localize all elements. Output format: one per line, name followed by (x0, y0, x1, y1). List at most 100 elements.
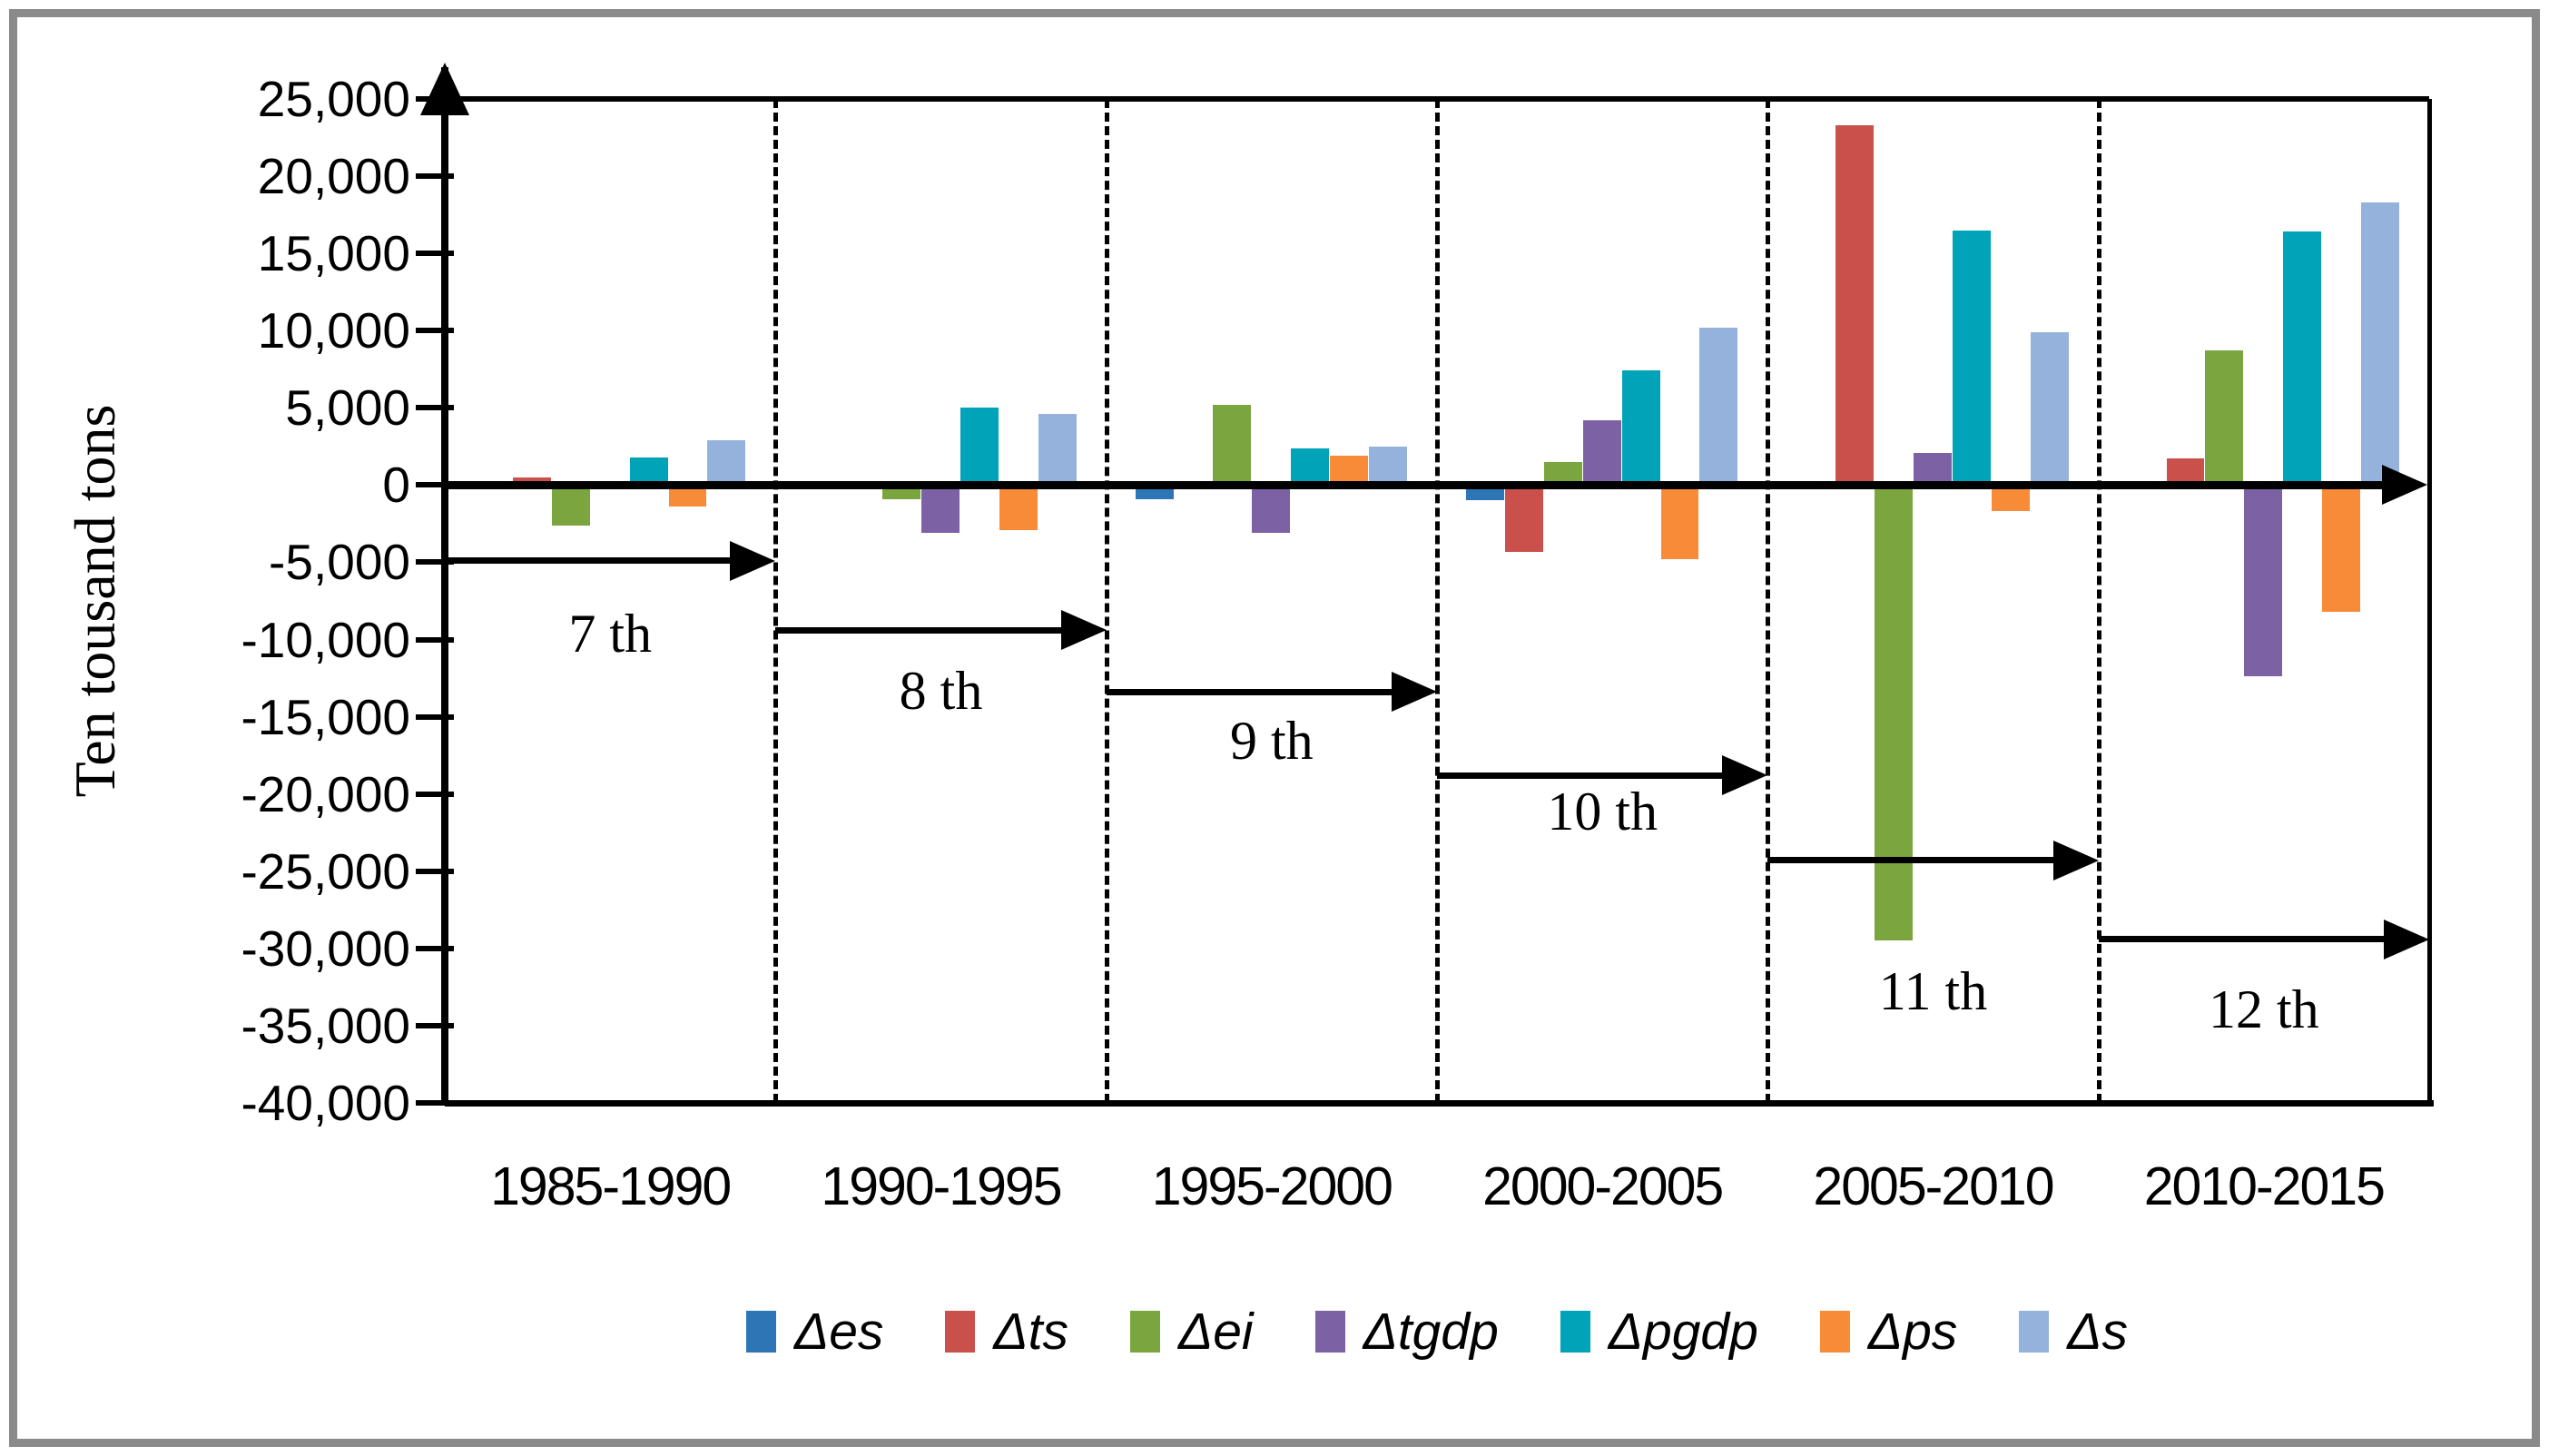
period-arrow (1767, 857, 2055, 864)
y-tick-label: 10,000 (257, 302, 410, 359)
bar-Δps-2010-2015 (2322, 485, 2361, 612)
x-axis-arrowhead (2382, 465, 2427, 506)
legend: Δes Δts Δei Δtgdp Δpgdp Δps Δs (445, 1291, 2429, 1372)
legend-swatch (1560, 1311, 1590, 1353)
bar-Δps-1995-2000 (1330, 456, 1369, 486)
y-axis-arrowhead (420, 63, 469, 115)
bar-Δei-2010-2015 (2205, 350, 2244, 486)
y-tick-label: -5,000 (269, 534, 410, 591)
figure-frame (9, 9, 2540, 1447)
period-arrow-label: 9 th (1229, 711, 1314, 772)
period-separator-line (1766, 99, 1771, 1103)
legend-item-Δs: Δs (2019, 1302, 2128, 1362)
legend-item-Δtgdp: Δtgdp (1314, 1302, 1499, 1362)
legend-item-Δps: Δps (1819, 1302, 1958, 1362)
bar-Δps-2000-2005 (1660, 485, 1699, 560)
period-separator-line (2096, 99, 2101, 1103)
x-tick-label: 1985-1990 (490, 1156, 732, 1216)
bar-Δs-1990-1995 (1038, 414, 1077, 486)
y-axis-tick (416, 868, 454, 874)
x-tick-label: 1990-1995 (821, 1156, 1062, 1216)
y-axis-tick (416, 713, 454, 720)
y-tick-label: -10,000 (241, 611, 410, 668)
y-axis-tick (416, 173, 454, 180)
period-arrow-label: 8 th (899, 661, 983, 722)
bar-Δps-2005-2010 (1991, 485, 2030, 512)
bar-Δtgdp-1995-2000 (1252, 485, 1291, 534)
y-tick-label: -15,000 (241, 688, 410, 745)
bar-Δts-2005-2010 (1835, 124, 1875, 486)
period-arrow-label: 12 th (2208, 979, 2319, 1039)
bar-Δts-2010-2015 (2166, 458, 2205, 486)
x-axis-line (445, 480, 2382, 489)
y-axis-tick (416, 1022, 454, 1028)
period-separator-line (1435, 99, 1440, 1103)
period-arrow (775, 626, 1063, 634)
y-axis-tick (416, 482, 454, 488)
bar-Δei-2005-2010 (1875, 485, 1914, 941)
legend-swatch (945, 1311, 976, 1353)
legend-label: Δps (1867, 1303, 1958, 1361)
x-tick-label: 1995-2000 (1151, 1156, 1393, 1216)
y-axis-tick (416, 1100, 454, 1106)
legend-swatch (745, 1311, 776, 1353)
period-arrow (1437, 772, 1725, 779)
bar-Δtgdp-2005-2010 (1914, 452, 1952, 486)
bar-Δpgdp-1995-2000 (1291, 448, 1330, 486)
y-axis-tick (416, 328, 454, 334)
period-separator-line (773, 99, 779, 1103)
period-arrow-head (2384, 919, 2429, 959)
y-tick-label: 5,000 (285, 379, 410, 437)
bar-Δps-1985-1990 (668, 485, 707, 507)
legend-label: Δei (1177, 1303, 1254, 1361)
bar-Δpgdp-1990-1995 (960, 408, 999, 486)
legend-label: Δes (793, 1303, 884, 1361)
y-axis-tick (416, 559, 454, 566)
legend-label: Δts (993, 1303, 1068, 1361)
y-axis-line (441, 67, 448, 1103)
bar-Δs-1995-2000 (1369, 446, 1407, 486)
period-arrow-head (1722, 755, 1768, 796)
y-tick-label: -20,000 (241, 765, 410, 822)
legend-swatch (1314, 1311, 1345, 1353)
y-tick-label: 25,000 (257, 71, 410, 127)
period-arrow (1106, 688, 1393, 695)
y-tick-label: -30,000 (241, 920, 410, 977)
bar-Δpgdp-2010-2015 (2283, 231, 2322, 486)
y-axis-tick (416, 945, 454, 951)
period-arrow (2098, 936, 2386, 943)
bar-Δs-1985-1990 (707, 440, 746, 486)
period-arrow-label: 7 th (568, 603, 652, 664)
bar-Δs-2010-2015 (2361, 202, 2399, 486)
legend-label: Δs (2067, 1303, 2129, 1361)
bar-Δpgdp-2005-2010 (1952, 230, 1991, 486)
y-tick-label: -35,000 (241, 997, 410, 1054)
bar-Δtgdp-1990-1995 (921, 485, 960, 534)
period-arrow-head (1060, 610, 1107, 651)
bar-Δts-2000-2005 (1504, 485, 1543, 552)
legend-item-Δpgdp: Δpgdp (1560, 1302, 1758, 1362)
bar-Δps-1990-1995 (999, 485, 1038, 530)
bar-Δtgdp-2000-2005 (1582, 419, 1621, 486)
x-tick-label: 2010-2015 (2143, 1156, 2386, 1216)
bar-Δei-1995-2000 (1213, 404, 1252, 486)
period-arrow-head (1392, 672, 1437, 713)
x-tick-label: 2005-2010 (1813, 1156, 2054, 1216)
period-arrow-label: 10 th (1547, 782, 1658, 842)
legend-item-Δei: Δei (1129, 1302, 1254, 1362)
legend-item-Δts: Δts (945, 1302, 1068, 1362)
legend-label: Δpgdp (1608, 1303, 1758, 1361)
y-tick-label: 15,000 (257, 225, 410, 282)
bar-Δs-2000-2005 (1699, 327, 1738, 486)
bar-Δpgdp-1985-1990 (629, 457, 668, 486)
y-axis-tick (416, 791, 454, 797)
legend-swatch (1819, 1311, 1850, 1353)
legend-label: Δtgdp (1363, 1303, 1499, 1361)
y-axis-tick (416, 636, 454, 643)
bar-Δpgdp-2000-2005 (1621, 370, 1660, 486)
period-arrow-head (730, 540, 776, 581)
y-axis-tick (416, 405, 454, 411)
y-tick-label: -40,000 (241, 1075, 410, 1131)
